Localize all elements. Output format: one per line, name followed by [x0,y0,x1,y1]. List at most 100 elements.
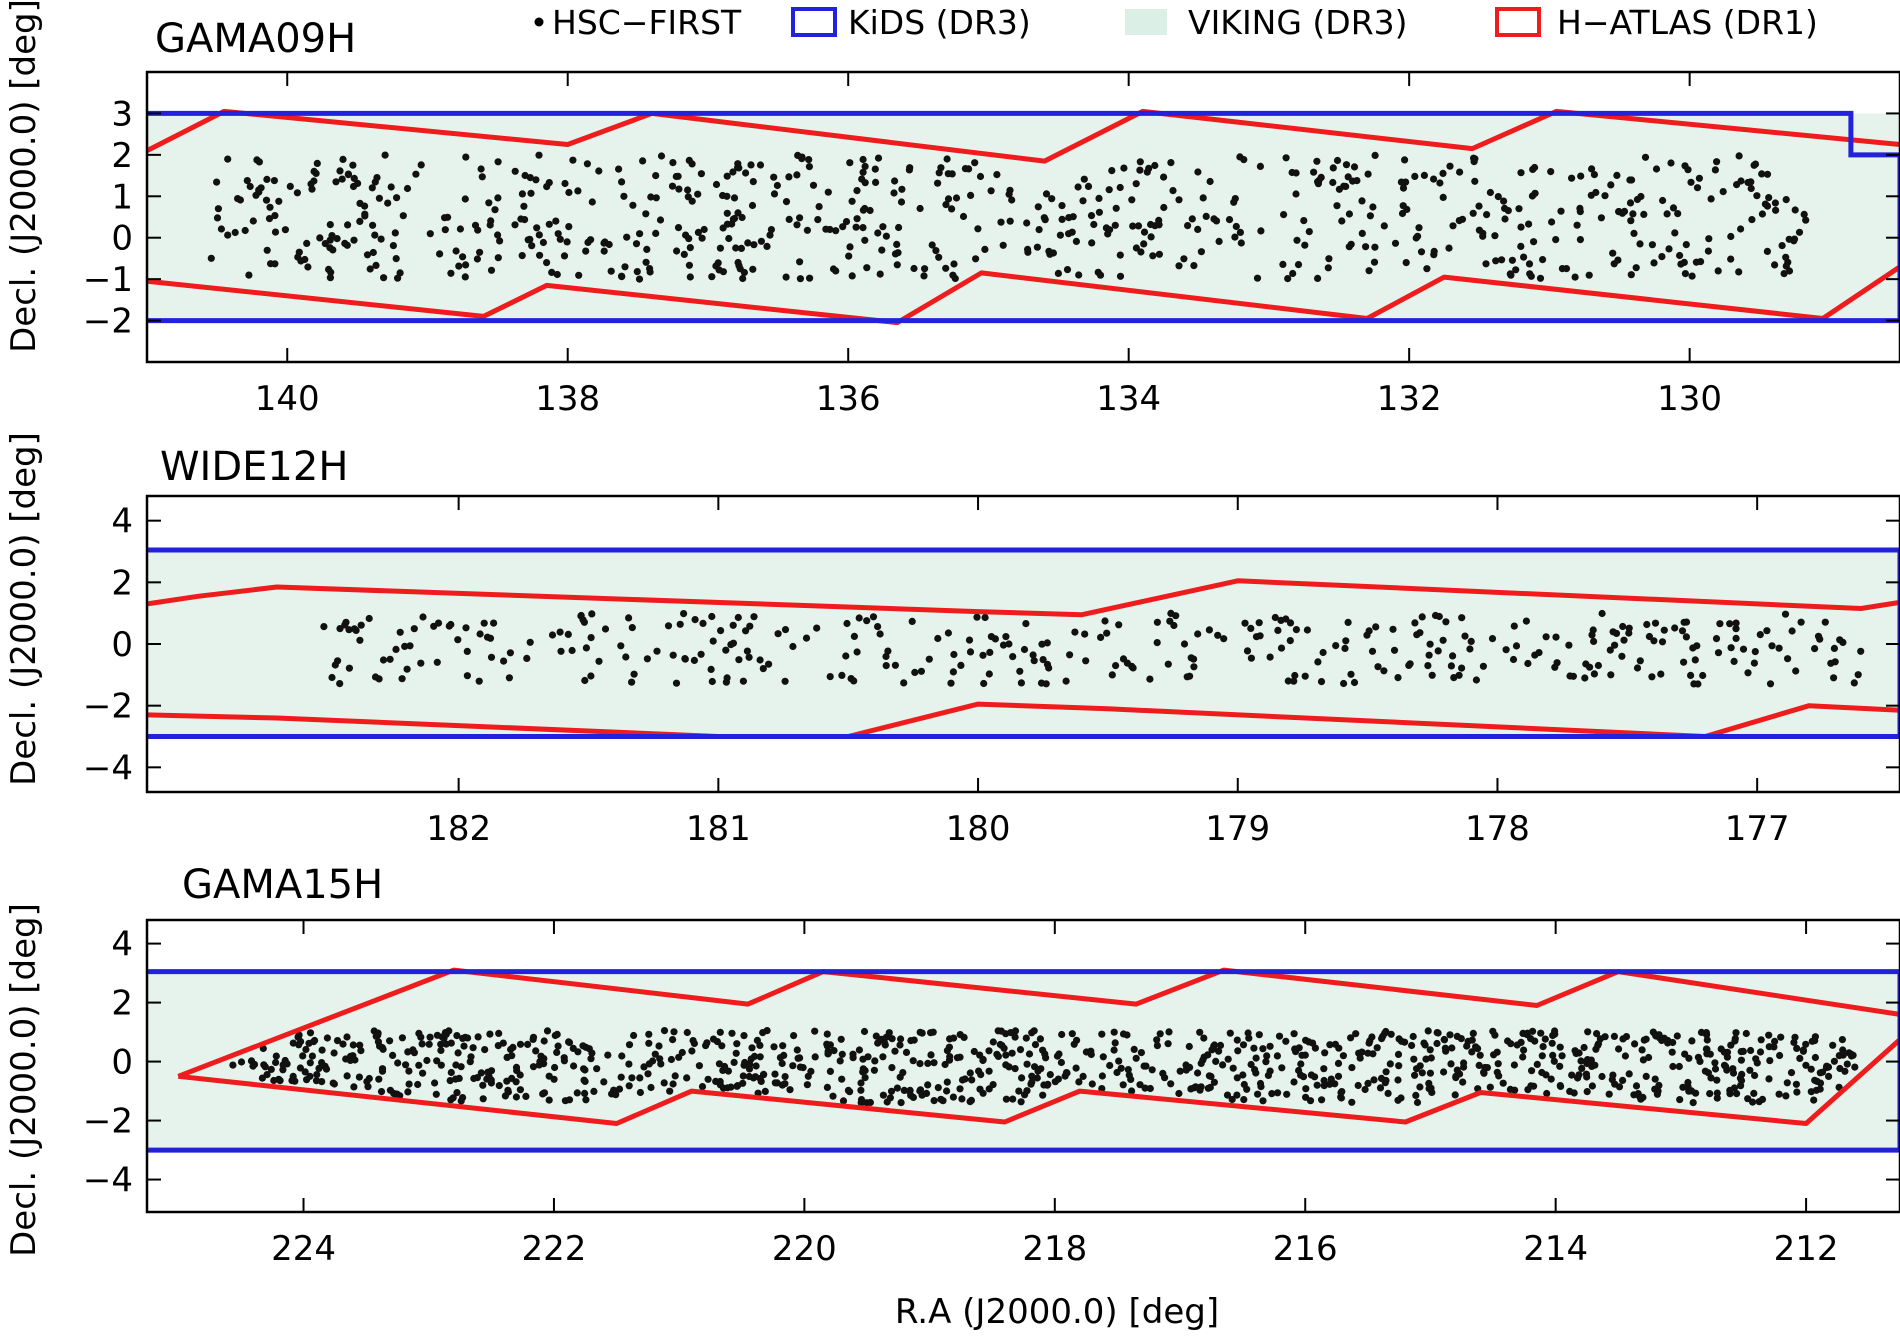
hsc-first-point [657,1060,665,1068]
hsc-first-point [1714,649,1723,657]
hsc-first-point [505,674,513,682]
hsc-first-point [1448,1044,1456,1052]
hsc-first-point [604,1051,612,1059]
hsc-first-point [1199,194,1207,202]
hsc-first-point [1768,642,1776,650]
hsc-first-point [1739,645,1748,653]
hsc-first-point [643,655,652,663]
hsc-first-point [1681,162,1689,170]
hsc-first-point [1297,1060,1305,1068]
hsc-first-point [896,1073,904,1081]
hsc-first-point [326,244,334,252]
hsc-first-point [1231,233,1239,241]
hsc-first-point [590,1087,598,1095]
hsc-first-point [911,668,919,677]
hsc-first-point [866,1098,875,1107]
hsc-first-point [1461,632,1469,640]
hsc-first-point [1449,222,1457,230]
hsc-first-point [908,617,916,626]
hsc-first-point [1365,1039,1373,1047]
hsc-first-point [1325,255,1333,263]
hsc-first-point [1586,663,1594,671]
hsc-first-point [1341,644,1349,653]
hsc-first-point [1042,190,1051,198]
hsc-first-point [691,616,699,624]
hsc-first-point [543,1027,552,1035]
hsc-first-point [1527,272,1535,280]
hsc-first-point [680,610,688,618]
hsc-first-point [1750,1089,1758,1097]
hsc-first-point [1735,152,1743,160]
hsc-first-point [1340,679,1348,688]
hsc-first-point [1730,657,1738,666]
hsc-first-point [656,216,665,224]
hsc-first-point [1220,635,1228,643]
hsc-first-point [1581,674,1589,682]
hsc-first-point [1632,1082,1641,1090]
x-tick-label-gama09h: 140 [255,379,320,419]
hsc-first-point [1592,1045,1600,1053]
hsc-first-point [1434,647,1442,655]
x-tick-label-gama09h: 132 [1377,379,1442,419]
hsc-first-point [1640,1036,1648,1044]
hsc-first-point [1680,618,1688,626]
hsc-first-point [1031,1063,1039,1071]
hsc-first-point [1802,1061,1810,1069]
hsc-first-point [630,1031,638,1040]
hsc-first-point [1292,190,1300,198]
hsc-first-point [859,168,867,176]
hsc-first-point [1155,250,1163,258]
hsc-first-point [1713,158,1721,166]
hsc-first-point [403,184,412,193]
hsc-first-point [794,1054,802,1062]
x-tick-label-gama15h: 224 [271,1229,336,1269]
hsc-first-point [479,1081,487,1089]
legend-label-kids: KiDS (DR3) [848,3,1031,42]
hsc-first-point [1763,627,1771,635]
hsc-first-point [473,255,481,263]
y-tick-label-wide12h: 0 [111,625,133,665]
hsc-first-point [1627,271,1635,279]
hsc-first-point [462,261,470,269]
hsc-first-point [1439,169,1447,177]
hsc-first-point [943,1087,951,1095]
hsc-first-point [417,1033,425,1041]
hsc-first-point [1474,1045,1482,1053]
hsc-first-point [694,190,702,198]
hsc-first-point [1598,609,1606,618]
hsc-first-point [778,1059,786,1068]
kids-boundary-gama15h [147,969,1900,1153]
hsc-first-point [1256,632,1264,640]
hsc-first-point [579,1042,587,1050]
hsc-first-point [391,229,399,237]
hsc-first-point [989,1038,997,1046]
hsc-first-point [935,253,943,261]
hsc-first-point [1255,1031,1263,1039]
hsc-first-point [570,1062,578,1070]
hsc-first-point [906,164,914,172]
hsc-first-point [1711,1059,1719,1067]
hsc-first-point [295,1031,303,1039]
hsc-first-point [729,639,738,647]
hsc-first-point [757,237,766,245]
hsc-first-point [318,1046,326,1054]
hsc-first-point [556,235,564,243]
hsc-first-point [1145,164,1153,172]
hsc-first-point [1291,1045,1299,1053]
hsc-first-point [402,1061,410,1069]
hsc-first-point [1459,1078,1467,1086]
hsc-first-point [729,168,737,176]
hsc-first-point [1111,1039,1119,1047]
hsc-first-point [879,1091,888,1099]
hsc-first-point [1226,1029,1234,1037]
hsc-first-point [1280,211,1288,219]
hsc-first-point [1119,655,1128,663]
hsc-first-point [1570,1089,1578,1097]
hsc-first-point [1334,1072,1343,1080]
hsc-first-point [1598,1072,1606,1081]
hsc-first-point [1096,271,1105,279]
hsc-first-points-wide12h [320,609,1865,688]
hsc-first-point [1342,637,1350,645]
hsc-first-point [241,226,249,235]
hsc-first-point [494,231,502,239]
